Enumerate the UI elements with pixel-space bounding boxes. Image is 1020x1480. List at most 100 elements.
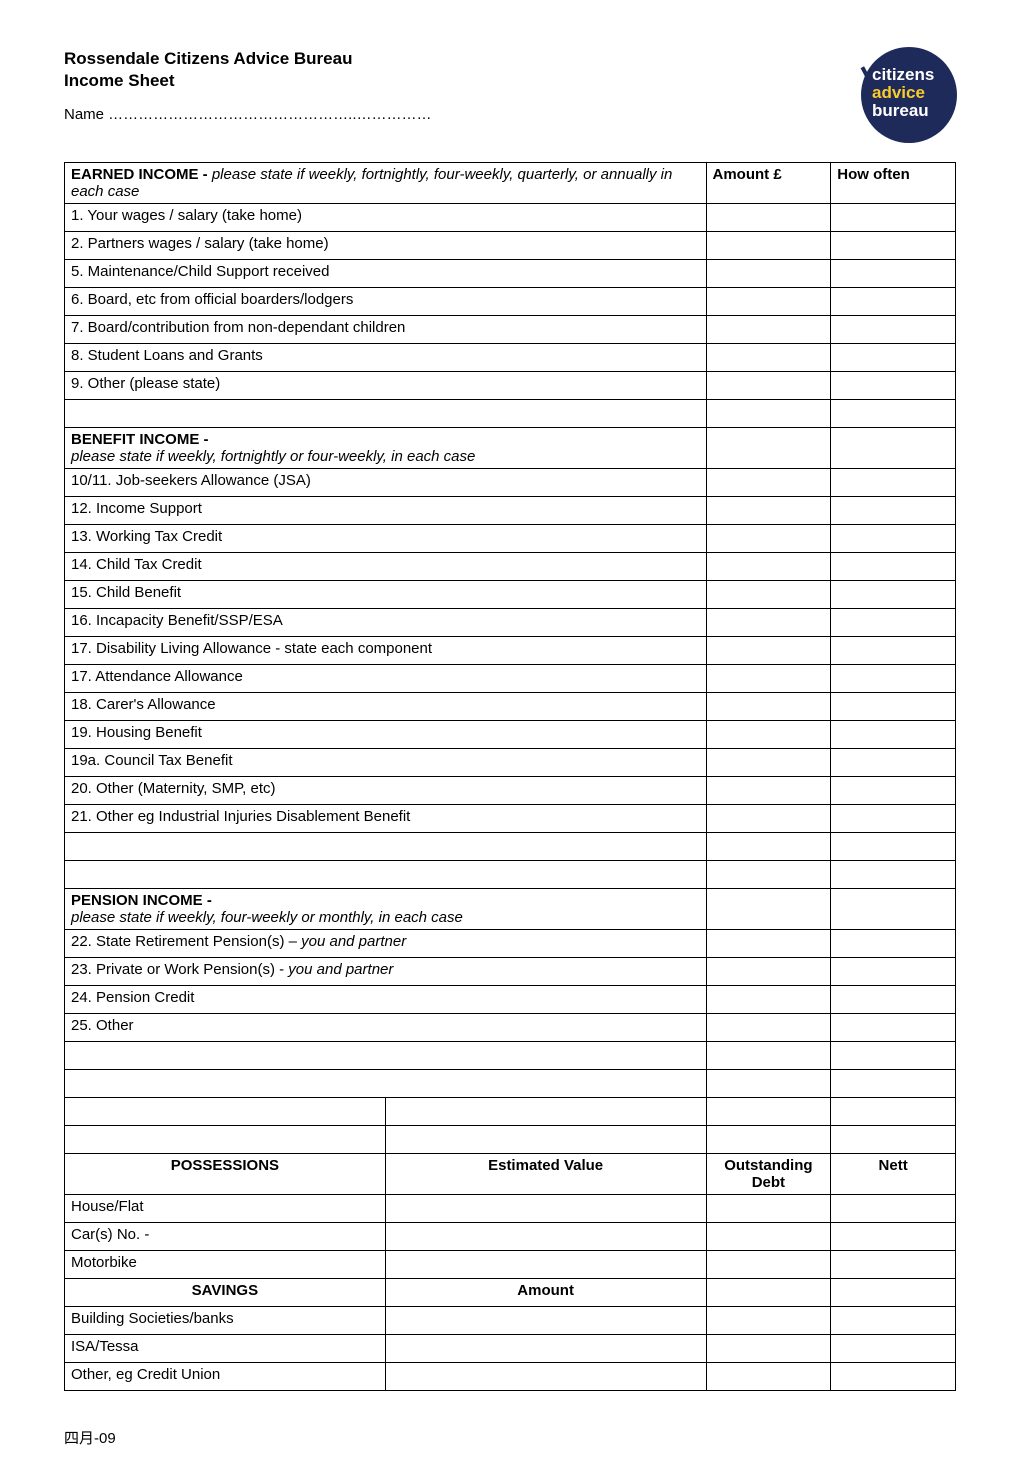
amount-cell[interactable]: [706, 344, 831, 372]
amount-cell[interactable]: [706, 204, 831, 232]
amount-cell[interactable]: [706, 609, 831, 637]
how-cell[interactable]: [831, 581, 956, 609]
how-cell[interactable]: [831, 665, 956, 693]
how-cell[interactable]: [831, 1014, 956, 1042]
how-cell[interactable]: [831, 316, 956, 344]
how-cell[interactable]: [831, 469, 956, 497]
blank-cell[interactable]: [831, 1363, 956, 1391]
how-cell[interactable]: [831, 288, 956, 316]
how-cell[interactable]: [831, 637, 956, 665]
amount-cell[interactable]: [706, 469, 831, 497]
amount-cell[interactable]: [706, 497, 831, 525]
amount-cell[interactable]: [706, 861, 831, 889]
how-cell[interactable]: [831, 497, 956, 525]
how-cell[interactable]: [831, 777, 956, 805]
blank-cell[interactable]: [831, 1335, 956, 1363]
how-cell[interactable]: [831, 400, 956, 428]
amount-cell[interactable]: [706, 889, 831, 930]
amount-cell[interactable]: [706, 693, 831, 721]
blank-cell[interactable]: [831, 1126, 956, 1154]
amount-cell[interactable]: [706, 525, 831, 553]
how-cell[interactable]: [831, 204, 956, 232]
how-cell[interactable]: [831, 609, 956, 637]
possessions-row: Car(s) No. -: [65, 1223, 386, 1251]
amount-cell[interactable]: [706, 316, 831, 344]
how-cell[interactable]: [831, 260, 956, 288]
how-cell[interactable]: [831, 861, 956, 889]
amount-cell[interactable]: [706, 721, 831, 749]
org-line1: Rossendale Citizens Advice Bureau: [64, 49, 352, 68]
blank-cell[interactable]: [831, 1279, 956, 1307]
possessions-col-out: Outstanding Debt: [706, 1154, 831, 1195]
org-title: Rossendale Citizens Advice Bureau Income…: [64, 48, 854, 92]
blank-cell[interactable]: [706, 1098, 831, 1126]
nett-cell[interactable]: [831, 1223, 956, 1251]
amount-cell[interactable]: [706, 986, 831, 1014]
nett-cell[interactable]: [831, 1251, 956, 1279]
amount-cell[interactable]: [706, 930, 831, 958]
earned-row: 8. Student Loans and Grants: [65, 344, 707, 372]
blank-cell[interactable]: [706, 1126, 831, 1154]
how-cell[interactable]: [831, 721, 956, 749]
amount-cell[interactable]: [706, 400, 831, 428]
how-cell[interactable]: [831, 749, 956, 777]
amount-cell[interactable]: [706, 260, 831, 288]
blank-cell[interactable]: [831, 1098, 956, 1126]
amount-cell[interactable]: [706, 1042, 831, 1070]
blank-cell[interactable]: [706, 1363, 831, 1391]
earned-row: 2. Partners wages / salary (take home): [65, 232, 707, 260]
out-cell[interactable]: [706, 1251, 831, 1279]
amount-cell[interactable]: [706, 777, 831, 805]
how-cell[interactable]: [831, 958, 956, 986]
possessions-col-est: Estimated Value: [385, 1154, 706, 1195]
how-cell[interactable]: [831, 344, 956, 372]
how-cell[interactable]: [831, 232, 956, 260]
amount-cell[interactable]: [706, 553, 831, 581]
amount-cell[interactable]: [706, 428, 831, 469]
possessions-heading: POSSESSIONS: [65, 1154, 386, 1195]
amount-cell[interactable]: [706, 665, 831, 693]
blank-cell[interactable]: [706, 1279, 831, 1307]
how-cell[interactable]: [831, 986, 956, 1014]
nett-cell[interactable]: [831, 1195, 956, 1223]
possessions-table: POSSESSIONS Estimated Value Outstanding …: [64, 1098, 956, 1391]
how-cell[interactable]: [831, 930, 956, 958]
blank-cell: [385, 1098, 706, 1126]
how-cell[interactable]: [831, 1042, 956, 1070]
blank-cell[interactable]: [706, 1335, 831, 1363]
amount-cell[interactable]: [706, 372, 831, 400]
how-cell[interactable]: [831, 428, 956, 469]
benefit-row: 14. Child Tax Credit: [65, 553, 707, 581]
earned-row: 7. Board/contribution from non-dependant…: [65, 316, 707, 344]
savings-amount-cell[interactable]: [385, 1363, 706, 1391]
amount-cell[interactable]: [706, 581, 831, 609]
amount-cell[interactable]: [706, 1014, 831, 1042]
amount-cell[interactable]: [706, 637, 831, 665]
blank-cell[interactable]: [706, 1307, 831, 1335]
est-cell[interactable]: [385, 1251, 706, 1279]
amount-cell[interactable]: [706, 749, 831, 777]
amount-cell[interactable]: [706, 833, 831, 861]
how-cell[interactable]: [831, 525, 956, 553]
amount-cell[interactable]: [706, 805, 831, 833]
amount-cell[interactable]: [706, 288, 831, 316]
how-cell[interactable]: [831, 889, 956, 930]
amount-cell[interactable]: [706, 232, 831, 260]
out-cell[interactable]: [706, 1195, 831, 1223]
savings-amount-cell[interactable]: [385, 1335, 706, 1363]
savings-amount-cell[interactable]: [385, 1307, 706, 1335]
how-cell[interactable]: [831, 805, 956, 833]
blank-cell[interactable]: [831, 1307, 956, 1335]
how-cell[interactable]: [831, 693, 956, 721]
est-cell[interactable]: [385, 1223, 706, 1251]
blank-cell: [385, 1126, 706, 1154]
how-cell[interactable]: [831, 372, 956, 400]
est-cell[interactable]: [385, 1195, 706, 1223]
how-cell[interactable]: [831, 553, 956, 581]
blank-row: [65, 861, 707, 889]
amount-cell[interactable]: [706, 958, 831, 986]
amount-cell[interactable]: [706, 1070, 831, 1098]
how-cell[interactable]: [831, 1070, 956, 1098]
how-cell[interactable]: [831, 833, 956, 861]
out-cell[interactable]: [706, 1223, 831, 1251]
